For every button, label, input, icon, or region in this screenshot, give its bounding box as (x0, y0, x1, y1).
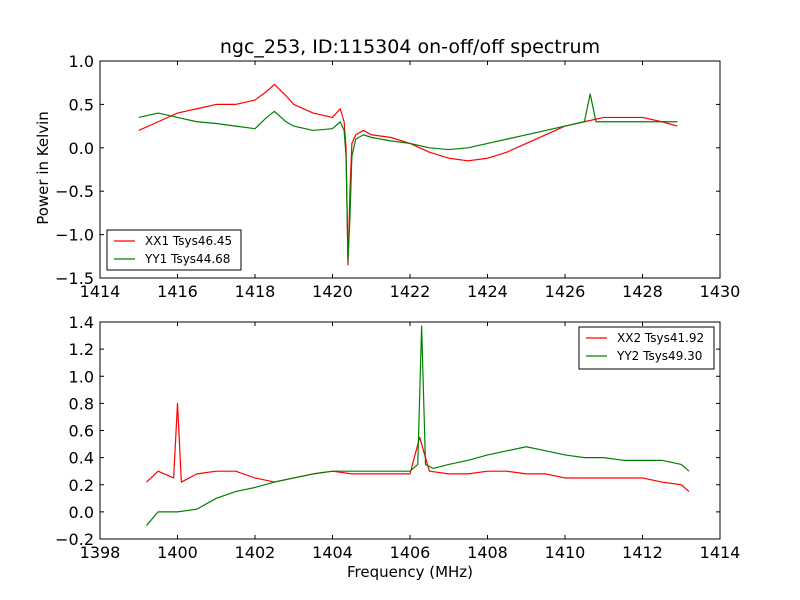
x-tick-label: 1414 (700, 543, 741, 562)
x-tick-label: 1414 (80, 282, 121, 301)
y-tick-label: −1.5 (55, 269, 94, 288)
series-line-xx1-tsys46-45 (138, 83, 678, 266)
series-line-yy1-tsys44-68 (138, 93, 678, 262)
y-tick-label: 0.5 (69, 95, 94, 114)
y-tick-label: −0.2 (55, 530, 94, 549)
legend-label: XX2 Tsys41.92 (617, 331, 704, 345)
x-tick-label: 1402 (235, 543, 276, 562)
bottom-panel: 1398 1400 1402 1404 1406 1408 1410 1412 1414 −0.2… (55, 313, 740, 562)
x-axis-label: Frequency (MHz) (347, 563, 473, 581)
x-tick-label: 1400 (157, 543, 198, 562)
x-tick-label: 1422 (390, 282, 431, 301)
y-tick-label: 1.0 (69, 52, 94, 71)
y-tick-label: −1.0 (55, 226, 94, 245)
x-tick-label: 1426 (545, 282, 586, 301)
x-tick-label: 1424 (467, 282, 508, 301)
y-tick-label: 0.8 (69, 394, 94, 413)
legend: XX1 Tsys46.45 YY1 Tsys44.68 (106, 229, 242, 271)
legend-label: YY2 Tsys49.30 (616, 349, 702, 363)
series-line-xx2-tsys41-92 (146, 402, 690, 492)
x-tick-label: 1418 (235, 282, 276, 301)
y-tick-label: 0.2 (69, 476, 94, 495)
x-tick-label: 1430 (700, 282, 741, 301)
legend: XX2 Tsys41.92 YY2 Tsys49.30 (578, 326, 715, 370)
y-tick-label: 1.0 (69, 367, 94, 386)
legend-box (106, 229, 242, 271)
x-tick-label: 1412 (622, 543, 663, 562)
chart-title: ngc_253, ID:115304 on-off/off spectrum (220, 36, 600, 58)
x-tick-label: 1404 (312, 543, 353, 562)
y-tick-label: 0.6 (69, 422, 94, 441)
x-tick-label: 1428 (622, 282, 663, 301)
series-line-yy2-tsys49-30 (146, 325, 690, 526)
y-tick-label: 1.2 (69, 340, 94, 359)
y-axis-label: Power in Kelvin (34, 111, 52, 225)
legend-label: YY1 Tsys44.68 (144, 252, 230, 266)
y-tick-label: 0.0 (69, 503, 94, 522)
x-tick-label: 1410 (545, 543, 586, 562)
x-tick-label: 1408 (467, 543, 508, 562)
y-tick-label: −0.5 (55, 182, 94, 201)
top-panel: 1414 1416 1418 1420 1422 1424 1426 1428 1430 −1.5… (55, 52, 740, 301)
x-tick-label: 1398 (80, 543, 121, 562)
y-tick-label: 1.4 (69, 313, 94, 332)
x-tick-label: 1406 (390, 543, 431, 562)
legend-label: XX1 Tsys46.45 (145, 234, 232, 248)
y-tick-label: 0.0 (69, 139, 94, 158)
legend-box (578, 326, 715, 370)
y-tick-label: 0.4 (69, 449, 94, 468)
x-tick-label: 1416 (157, 282, 198, 301)
x-tick-label: 1420 (312, 282, 353, 301)
